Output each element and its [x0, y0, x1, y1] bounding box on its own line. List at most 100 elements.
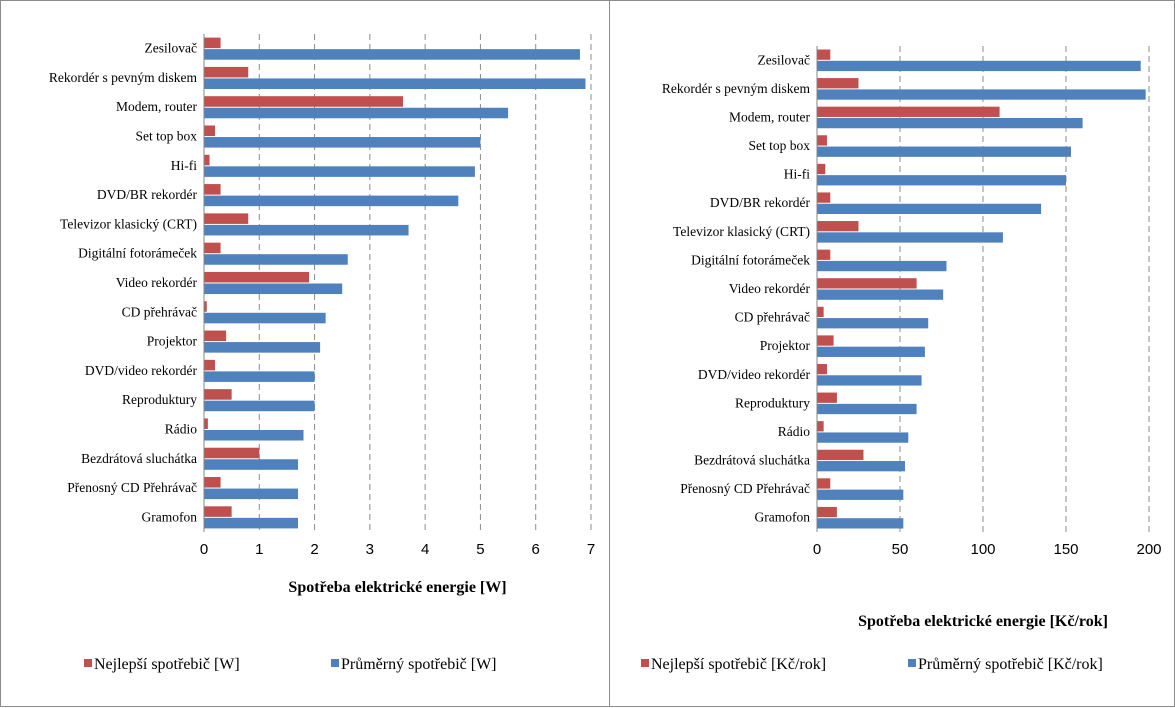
bar-best	[204, 125, 216, 137]
bar-best	[204, 184, 221, 195]
bar-best	[204, 271, 310, 283]
bar-best	[817, 306, 824, 318]
chart-panel-watts: Zesilovač Rekordér s pevným diskem Modem, …	[0, 0, 610, 707]
legend-swatch-average	[908, 659, 916, 667]
category-label: Hi-fi	[171, 158, 197, 173]
bar-average	[817, 117, 1083, 129]
category-label: Digitální fotorámeček	[78, 246, 197, 261]
bar-average	[204, 283, 343, 295]
x-tick-label: 3	[366, 541, 374, 558]
category-label: Přenosný CD Přehrávač	[680, 481, 810, 496]
bar-average	[817, 432, 909, 443]
category-label: Rádio	[165, 421, 197, 436]
category-label: Set top box	[748, 138, 810, 153]
bar-average	[817, 318, 929, 329]
bar-best	[204, 359, 216, 371]
bar-average	[817, 60, 1141, 72]
category-label: Hi-fi	[784, 167, 810, 182]
category-label: Modem, router	[729, 109, 810, 124]
bar-average	[204, 342, 321, 353]
category-label: Projektor	[147, 334, 198, 349]
bar-average	[817, 461, 905, 472]
x-axis-title: Spotřeba elektrické energie [W]	[288, 579, 506, 596]
x-tick-label: 7	[587, 541, 595, 558]
bar-average	[817, 289, 944, 300]
bar-best	[204, 242, 221, 254]
bar-best	[817, 392, 837, 403]
category-label: DVD/video rekordér	[698, 367, 811, 382]
legend-label-best: Nejlepší spotřebič [W]	[94, 656, 240, 673]
category-label: Přenosný CD Přehrávač	[67, 480, 197, 495]
bar-average	[817, 518, 904, 529]
category-label: DVD/BR rekordér	[710, 195, 811, 210]
bar-best	[817, 192, 831, 203]
bar-best	[817, 478, 831, 489]
x-tick-label: 100	[970, 541, 995, 558]
x-tick-label: 4	[421, 541, 429, 558]
bar-average	[817, 232, 1003, 243]
category-label: Gramofon	[755, 510, 811, 525]
bar-best	[817, 449, 864, 461]
bar-average	[204, 371, 315, 382]
bar-best	[204, 154, 210, 166]
category-label: Rekordér s pevným diskem	[49, 70, 198, 85]
bar-best	[817, 135, 827, 146]
bar-average	[204, 517, 298, 529]
category-label: Video rekordér	[116, 275, 198, 290]
x-tick-label: 6	[532, 541, 540, 558]
bar-average	[204, 488, 298, 500]
bar-best	[204, 213, 249, 224]
category-label: Set top box	[135, 129, 197, 144]
category-label: Reproduktury	[122, 392, 197, 407]
bar-average	[817, 346, 925, 357]
bar-average	[817, 489, 904, 500]
legend-label-best: Nejlepší spotřebič [Kč/rok]	[651, 656, 826, 673]
bar-best	[817, 221, 859, 232]
chart-watts: Zesilovač Rekordér s pevným diskem Modem, …	[49, 34, 595, 673]
bar-average	[204, 195, 459, 207]
bar-best	[204, 37, 221, 49]
category-label: Rádio	[778, 424, 810, 439]
bar-average	[817, 260, 947, 272]
legend-label-average: Průměrný spotřebič [Kč/rok]	[918, 656, 1103, 673]
bar-average	[204, 49, 580, 60]
bar-best	[204, 330, 227, 342]
bar-best	[204, 418, 208, 429]
bar-average	[204, 429, 304, 441]
bar-best	[817, 278, 917, 289]
bar-best	[204, 389, 232, 400]
chart-cost: Zesilovač Rekordér s pevným diskem Modem, …	[641, 46, 1162, 673]
x-tick-label: 1	[255, 541, 263, 558]
bar-average	[817, 175, 1066, 186]
bar-best	[817, 249, 831, 260]
bar-average	[204, 254, 348, 265]
bar-average	[817, 89, 1146, 100]
category-label: Televizor klasický (CRT)	[673, 224, 810, 239]
legend-swatch-average	[331, 659, 339, 667]
category-label: DVD/video rekordér	[85, 363, 198, 378]
x-tick-label: 2	[310, 541, 318, 558]
bar-best	[204, 477, 221, 488]
bar-average	[204, 312, 326, 324]
chart-panel-cost: Zesilovač Rekordér s pevným diskem Modem, …	[609, 0, 1175, 707]
bar-average	[204, 78, 586, 89]
x-tick-label: 0	[813, 541, 821, 558]
bar-average	[204, 137, 481, 148]
bar-best	[817, 335, 834, 346]
category-label: Zesilovač	[758, 52, 810, 67]
bar-average	[817, 375, 922, 386]
category-label: Reproduktury	[735, 395, 810, 410]
bar-average	[817, 403, 917, 415]
x-tick-label: 0	[200, 541, 208, 558]
bar-best	[817, 78, 859, 89]
category-label: DVD/BR rekordér	[97, 187, 198, 202]
category-label: Modem, router	[116, 99, 197, 114]
category-label: Digitální fotorámeček	[691, 252, 810, 267]
category-label: Televizor klasický (CRT)	[60, 216, 197, 231]
x-tick-label: 50	[892, 541, 909, 558]
bar-best	[204, 447, 260, 459]
bar-best	[204, 506, 232, 517]
category-label: Bezdrátová sluchátka	[694, 453, 810, 468]
category-label: Video rekordér	[729, 281, 811, 296]
legend-label-average: Průměrný spotřebič [W]	[341, 656, 497, 673]
